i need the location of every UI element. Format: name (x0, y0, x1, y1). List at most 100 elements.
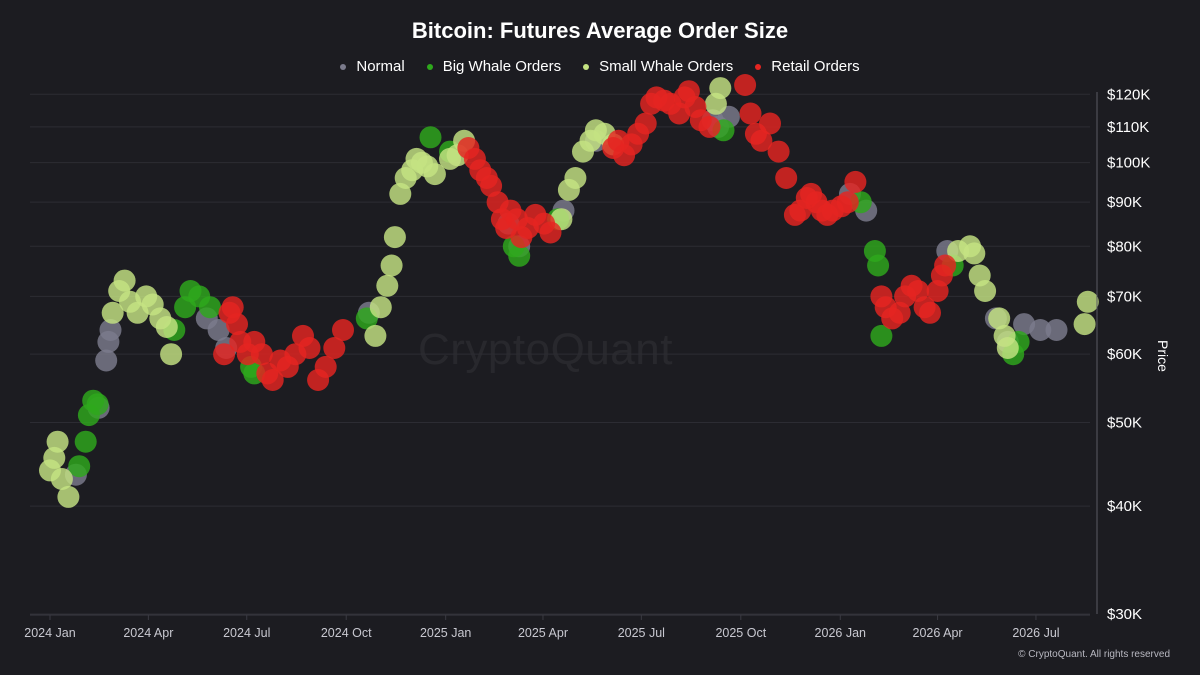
x-tick-label: 2025 Jul (618, 626, 665, 640)
data-point[interactable] (86, 393, 109, 416)
data-points (39, 74, 1099, 508)
legend-dot-small-whale (583, 63, 590, 70)
data-point[interactable] (1076, 290, 1099, 313)
legend-label-big-whale: Big Whale Orders (442, 58, 562, 75)
data-point[interactable] (160, 343, 183, 366)
data-point[interactable] (634, 112, 657, 135)
data-point[interactable] (68, 455, 91, 478)
legend-label-retail: Retail Orders (771, 58, 860, 75)
legend-item-big-whale[interactable]: Big Whale Orders (426, 58, 562, 75)
data-point[interactable] (963, 242, 986, 265)
legend-item-small-whale[interactable]: Small Whale Orders (583, 58, 733, 75)
x-tick-label: 2026 Apr (913, 626, 963, 640)
data-point[interactable] (709, 77, 732, 100)
x-tick-label: 2025 Apr (518, 626, 568, 640)
data-point[interactable] (298, 337, 321, 359)
legend-item-normal[interactable]: Normal (340, 58, 405, 75)
legend-dot-big-whale (426, 63, 433, 70)
data-point[interactable] (870, 324, 893, 347)
y-tick-label: $80K (1107, 238, 1142, 255)
x-tick-label: 2024 Apr (123, 626, 173, 640)
data-point[interactable] (919, 301, 941, 324)
data-point[interactable] (213, 343, 236, 366)
data-point[interactable] (423, 163, 446, 186)
data-point[interactable] (376, 274, 399, 297)
legend-item-retail[interactable]: Retail Orders (755, 58, 860, 75)
y-tick-label: $90K (1107, 194, 1142, 211)
data-point[interactable] (996, 337, 1019, 359)
data-point[interactable] (50, 468, 73, 490)
data-point[interactable] (734, 74, 757, 96)
data-point[interactable] (364, 324, 387, 347)
data-point[interactable] (974, 280, 997, 302)
y-tick-label: $30K (1107, 606, 1142, 623)
data-point[interactable] (867, 254, 890, 277)
data-point[interactable] (207, 319, 230, 341)
data-point[interactable] (46, 430, 69, 453)
data-point[interactable] (759, 112, 781, 135)
legend-label-small-whale: Small Whale Orders (599, 58, 734, 75)
x-tick-label: 2025 Jan (420, 626, 471, 640)
data-point[interactable] (199, 296, 221, 319)
watermark: CryptoQuant (418, 325, 673, 374)
legend-label-normal: Normal (356, 58, 405, 75)
data-point[interactable] (155, 316, 178, 338)
chart-title: Bitcoin: Futures Average Order Size (411, 18, 789, 43)
data-point[interactable] (934, 254, 957, 277)
series-retail-orders (213, 74, 957, 391)
data-point[interactable] (564, 167, 587, 189)
data-point[interactable] (226, 313, 248, 336)
y-tick-label: $40K (1107, 498, 1142, 515)
legend-dot-normal (340, 63, 347, 70)
y-tick-label: $70K (1107, 288, 1142, 305)
data-point[interactable] (332, 319, 354, 341)
y-tick-label: $50K (1107, 415, 1142, 432)
data-point[interactable] (101, 301, 124, 324)
data-point[interactable] (314, 355, 337, 378)
data-point[interactable] (113, 269, 136, 292)
data-point[interactable] (750, 129, 773, 152)
data-point[interactable] (1045, 319, 1068, 341)
chart-legend: Normal Big Whale Orders Small Whale Orde… (0, 58, 1200, 75)
data-point[interactable] (539, 221, 562, 244)
data-point[interactable] (844, 170, 867, 193)
data-point[interactable] (380, 254, 403, 277)
series-small-whale-orders (39, 77, 1099, 508)
data-point[interactable] (698, 115, 721, 138)
data-point[interactable] (221, 296, 244, 319)
data-point[interactable] (323, 337, 346, 359)
x-axis: 2024 Jan 2024 Apr 2024 Jul 2024 Oct 2025 Jan… (24, 614, 1090, 640)
data-point[interactable] (508, 244, 531, 267)
data-point[interactable] (74, 430, 97, 453)
x-tick-label: 2024 Oct (321, 626, 372, 640)
x-tick-label: 2026 Jan (815, 626, 866, 640)
data-point[interactable] (836, 191, 859, 214)
data-point[interactable] (369, 296, 392, 319)
y-tick-label: $120K (1107, 86, 1150, 103)
y-tick-label: $100K (1107, 155, 1150, 172)
y-axis-title: Price (1155, 340, 1171, 372)
data-point[interactable] (1073, 313, 1096, 336)
data-point[interactable] (383, 226, 406, 249)
data-point[interactable] (767, 140, 790, 163)
data-point[interactable] (261, 369, 284, 391)
data-point[interactable] (775, 167, 798, 189)
y-axis: $120K $110K $100K $90K $80K $70K $60K $50K $40K $… (1096, 86, 1171, 623)
data-point[interactable] (1029, 319, 1052, 341)
x-tick-label: 2024 Jul (223, 626, 270, 640)
data-point[interactable] (250, 343, 273, 366)
y-tick-label: $60K (1107, 346, 1142, 363)
data-point[interactable] (57, 485, 80, 508)
data-point[interactable] (99, 319, 122, 341)
x-tick-label: 2024 Jan (24, 626, 75, 640)
x-tick-label: 2025 Oct (715, 626, 766, 640)
legend-dot-retail (755, 63, 762, 70)
data-point[interactable] (739, 102, 762, 125)
copyright-footer: © CryptoQuant. All rights reserved (1018, 649, 1170, 660)
gridlines (30, 93, 1090, 615)
data-point[interactable] (988, 307, 1011, 330)
data-point[interactable] (419, 126, 442, 149)
y-tick-label: $110K (1107, 119, 1149, 136)
data-point[interactable] (95, 349, 118, 372)
